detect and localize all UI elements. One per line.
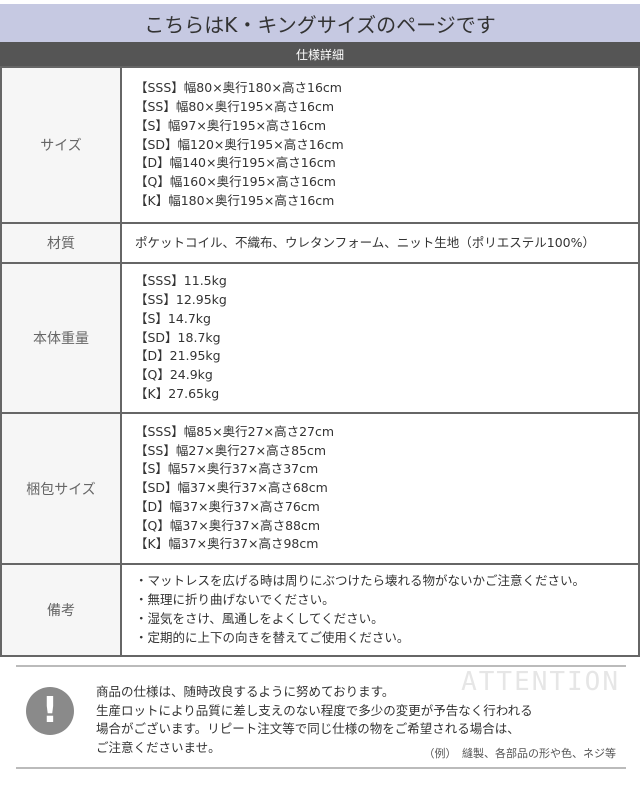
notice-line: 商品の仕様は、随時改良するように努めております。	[96, 684, 395, 699]
value-line: 【Q】24.9kg	[135, 367, 213, 383]
notice-line: 生産ロットにより品質に差し支えのない程度で多少の変更が予告なく行われる	[96, 702, 533, 718]
row-value: ・マットレスを広げる時は周りにぶつけたら壊れる物がないかご注意ください。 ・無理に…	[120, 563, 640, 657]
spec-row: 備考 ・マットレスを広げる時は周りにぶつけたら壊れる物がないかご注意ください。 ・無…	[0, 563, 640, 657]
notice-text: 商品の仕様は、随時改良するように努めております。生産ロットにより品質に差し支えの…	[96, 683, 533, 757]
value-line: 【SD】幅120×奥行195×高さ16cm	[135, 136, 344, 152]
value-line: 【D】21.95kg	[135, 348, 221, 364]
value-line: 【SS】12.95kg	[135, 292, 227, 307]
row-label: 備考	[0, 563, 122, 657]
notice-line: 場合がございます。リピート注文等で同じ仕様の物をご希望される場合は、	[96, 721, 520, 736]
value-line: 【D】幅37×奥行37×高さ76cm	[135, 498, 320, 514]
value-line: 【SS】幅27×奥行27×高さ85cm	[135, 442, 327, 458]
spec-row: サイズ 【SSS】幅80×奥行180×高さ16cm 【SS】幅80×奥行195×高さ…	[0, 66, 640, 224]
row-label: サイズ	[0, 66, 122, 224]
value-line: 【S】14.7kg	[135, 310, 211, 326]
row-value: 【SSS】11.5kg 【SS】12.95kg 【S】14.7kg 【SD】18.7k…	[120, 262, 640, 414]
row-value: 【SSS】幅85×奥行27×高さ27cm 【SS】幅27×奥行27×高さ85cm 【…	[120, 412, 640, 565]
spec-row: 梱包サイズ 【SSS】幅85×奥行27×高さ27cm 【SS】幅27×奥行27×高さ…	[0, 412, 640, 565]
value-line: 【SSS】幅85×奥行27×高さ27cm	[135, 423, 335, 439]
value-line: 【SS】幅80×奥行195×高さ16cm	[135, 99, 335, 114]
notice-example: （例） 縫製、各部品の形や色、ネジ等	[423, 747, 617, 760]
value-line: 【SSS】11.5kg	[135, 273, 227, 289]
row-value: ポケットコイル、不織布、ウレタンフォーム、ニット生地（ポリエステル100%）	[120, 222, 640, 264]
notice-box: ATTENTION ! 商品の仕様は、随時改良するように努めております。生産ロッ…	[16, 665, 626, 769]
value-line: 【Q】幅37×奥行37×高さ88cm	[135, 517, 321, 533]
value-line: 【SD】18.7kg	[135, 329, 221, 345]
value-line: ・マットレスを広げる時は周りにぶつけたら壊れる物がないかご注意ください。	[135, 573, 586, 589]
spec-row: 本体重量 【SSS】11.5kg 【SS】12.95kg 【S】14.7kg 【SD】1…	[0, 262, 640, 414]
row-value: 【SSS】幅80×奥行180×高さ16cm 【SS】幅80×奥行195×高さ16c…	[120, 66, 640, 224]
value-line: ・湿気をさけ、風通しをよくしてください。	[135, 611, 384, 626]
value-line: ・無理に折り曲げないでください。	[135, 592, 335, 608]
value-line: 【D】幅140×奥行195×高さ16cm	[135, 155, 336, 171]
value-line: 【K】幅37×奥行37×高さ98cm	[135, 536, 319, 552]
value-line: 【K】27.65kg	[135, 385, 220, 401]
notice-line: ご注意くださいませ。	[96, 739, 221, 755]
page-title: こちらはK・キングサイズのページです	[0, 4, 640, 42]
watermark: ATTENTION	[461, 667, 620, 697]
value-line: 【SD】幅37×奥行37×高さ68cm	[135, 480, 328, 496]
exclamation-icon: !	[26, 687, 74, 735]
value-line: 【SSS】幅80×奥行180×高さ16cm	[135, 80, 342, 96]
value-line: ポケットコイル、不織布、ウレタンフォーム、ニット生地（ポリエステル100%）	[135, 234, 595, 250]
row-label: 本体重量	[0, 262, 122, 414]
value-line: 【Q】幅160×奥行195×高さ16cm	[135, 174, 336, 190]
row-label: 梱包サイズ	[0, 412, 122, 565]
row-label: 材質	[0, 222, 122, 264]
value-line: 【S】幅97×奥行195×高さ16cm	[135, 117, 327, 133]
table-header: 仕様詳細	[0, 42, 640, 66]
value-line: 【K】幅180×奥行195×高さ16cm	[135, 192, 335, 208]
spec-table: サイズ 【SSS】幅80×奥行180×高さ16cm 【SS】幅80×奥行195×高さ…	[0, 66, 640, 657]
value-line: 【S】幅57×奥行37×高さ37cm	[135, 461, 319, 477]
value-line: ・定期的に上下の向きを替えてご使用ください。	[135, 629, 410, 645]
spec-row: 材質 ポケットコイル、不織布、ウレタンフォーム、ニット生地（ポリエステル100%）	[0, 222, 640, 264]
